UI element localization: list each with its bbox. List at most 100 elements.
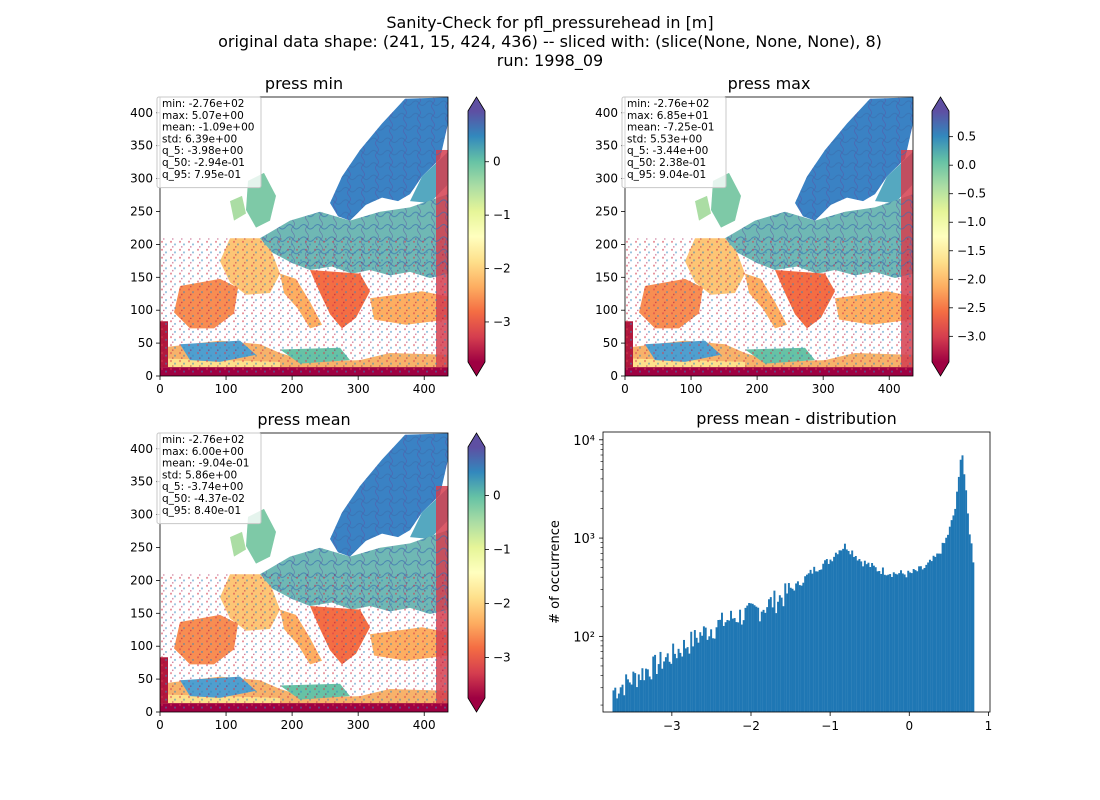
- histogram-bar: [612, 690, 615, 712]
- histogram-bar: [737, 622, 740, 712]
- histogram-bar: [854, 556, 857, 712]
- histogram-bar: [952, 515, 955, 712]
- histogram-bar: [900, 570, 902, 712]
- histogram-bar: [625, 674, 628, 712]
- histogram-bar: [796, 581, 799, 712]
- y-tick-label: 10⁴: [573, 434, 595, 449]
- histogram-bar: [749, 603, 752, 712]
- x-tick-label: 200: [746, 382, 769, 396]
- histogram-bar: [695, 637, 698, 712]
- histogram-bar: [787, 583, 790, 712]
- colorbar-tick-label: −0.5: [957, 187, 986, 201]
- histogram-bar: [657, 664, 660, 712]
- x-tick-label: 300: [812, 382, 835, 396]
- histogram-bar: [724, 622, 727, 712]
- x-tick-label: 0: [621, 382, 629, 396]
- y-tick-label: 0: [145, 705, 153, 719]
- colorbar-tick-label: −1: [493, 543, 511, 557]
- histogram-bar: [813, 566, 816, 712]
- colorbar-tick-label: −3: [493, 315, 511, 329]
- y-tick-label: 50: [603, 336, 618, 350]
- histogram-bar: [645, 668, 648, 712]
- colorbar-outline: [931, 96, 950, 377]
- stats-line: std: 6.39e+00: [162, 133, 237, 145]
- histogram-bar: [778, 595, 781, 712]
- histogram-bar: [760, 611, 763, 712]
- histogram-bar: [722, 625, 725, 712]
- histogram-bar: [717, 620, 720, 712]
- histogram-bar: [758, 621, 761, 712]
- y-tick-label: 10³: [573, 532, 595, 547]
- histogram-bar: [793, 590, 796, 712]
- histogram-bar: [914, 570, 917, 712]
- colorbar-extend-top: [932, 97, 949, 111]
- y-tick-label: 150: [130, 606, 153, 620]
- histogram-bar: [643, 680, 646, 712]
- histogram-bar: [816, 571, 819, 712]
- stats-box-frame: [156, 432, 262, 525]
- histogram-bar: [916, 571, 919, 712]
- colorbar-tick-label: −1.5: [957, 244, 986, 258]
- y-tick-label: 200: [595, 237, 618, 251]
- histogram-bar: [849, 554, 852, 712]
- histogram-bar: [702, 626, 705, 712]
- histogram-bar: [704, 627, 707, 712]
- histogram-bar: [824, 560, 827, 712]
- histogram-bar: [616, 698, 619, 712]
- histogram-bar: [686, 647, 689, 712]
- histogram-bar: [681, 656, 684, 712]
- histogram-bar: [809, 569, 812, 712]
- histogram-bar: [623, 695, 626, 712]
- y-tick-label: 10²: [573, 630, 595, 645]
- histogram-bar: [735, 622, 738, 712]
- stats-line: std: 5.86e+00: [162, 469, 237, 481]
- histogram-bar: [972, 562, 975, 712]
- y-tick-label: 400: [130, 106, 153, 120]
- stats-line: q_95: 7.95e-01: [162, 169, 241, 181]
- x-tick-label: 300: [347, 382, 370, 396]
- y-tick-label: 100: [595, 303, 618, 317]
- histogram-bar: [965, 490, 968, 712]
- map-title: press max: [728, 74, 811, 93]
- histogram-bar: [963, 474, 966, 712]
- y-tick-label: 50: [138, 336, 153, 350]
- histogram-bar: [630, 684, 633, 712]
- histogram-bar: [621, 684, 624, 712]
- y-tick-label: 350: [130, 475, 153, 489]
- histogram-bar: [751, 603, 754, 712]
- histogram-bar: [921, 569, 924, 712]
- stats-line: min: -2.76e+02: [162, 98, 244, 110]
- y-tick-label: 200: [130, 573, 153, 587]
- histogram-bar: [939, 553, 942, 712]
- stats-line: min: -2.76e+02: [162, 434, 244, 446]
- histogram-bar: [786, 593, 789, 712]
- stats-line: q_50: -2.94e-01: [162, 157, 245, 169]
- map-title: press mean: [257, 410, 350, 429]
- histogram-bar: [818, 569, 821, 712]
- histogram-bar: [811, 573, 814, 712]
- histogram-bar: [713, 638, 716, 712]
- histogram-bar: [731, 618, 734, 712]
- colorbar-tick-label: 0: [493, 489, 501, 503]
- histogram-bar: [943, 543, 946, 712]
- histogram-bar: [862, 566, 865, 712]
- y-tick-label: 0: [610, 369, 618, 383]
- x-tick-label: 200: [281, 718, 304, 732]
- histogram-bar: [901, 573, 904, 712]
- figure-title-line: original data shape: (241, 15, 424, 436)…: [218, 32, 882, 51]
- colorbar: 0 −1 −2 −3: [467, 432, 511, 713]
- histogram-bar: [842, 548, 845, 712]
- histogram-bar: [941, 542, 944, 712]
- histogram-bar: [829, 559, 832, 712]
- histogram-bar: [798, 585, 801, 712]
- stats-line: max: 5.07e+00: [162, 110, 244, 122]
- histogram-bar: [673, 653, 676, 712]
- histogram-bar: [726, 619, 729, 712]
- histogram-bar: [715, 627, 718, 712]
- colorbar-tick-label: 0: [493, 155, 501, 169]
- histogram-bar: [872, 565, 875, 712]
- histogram-bar: [773, 590, 776, 712]
- stats-line: max: 6.85e+01: [627, 110, 709, 122]
- y-tick-label: 350: [595, 139, 618, 153]
